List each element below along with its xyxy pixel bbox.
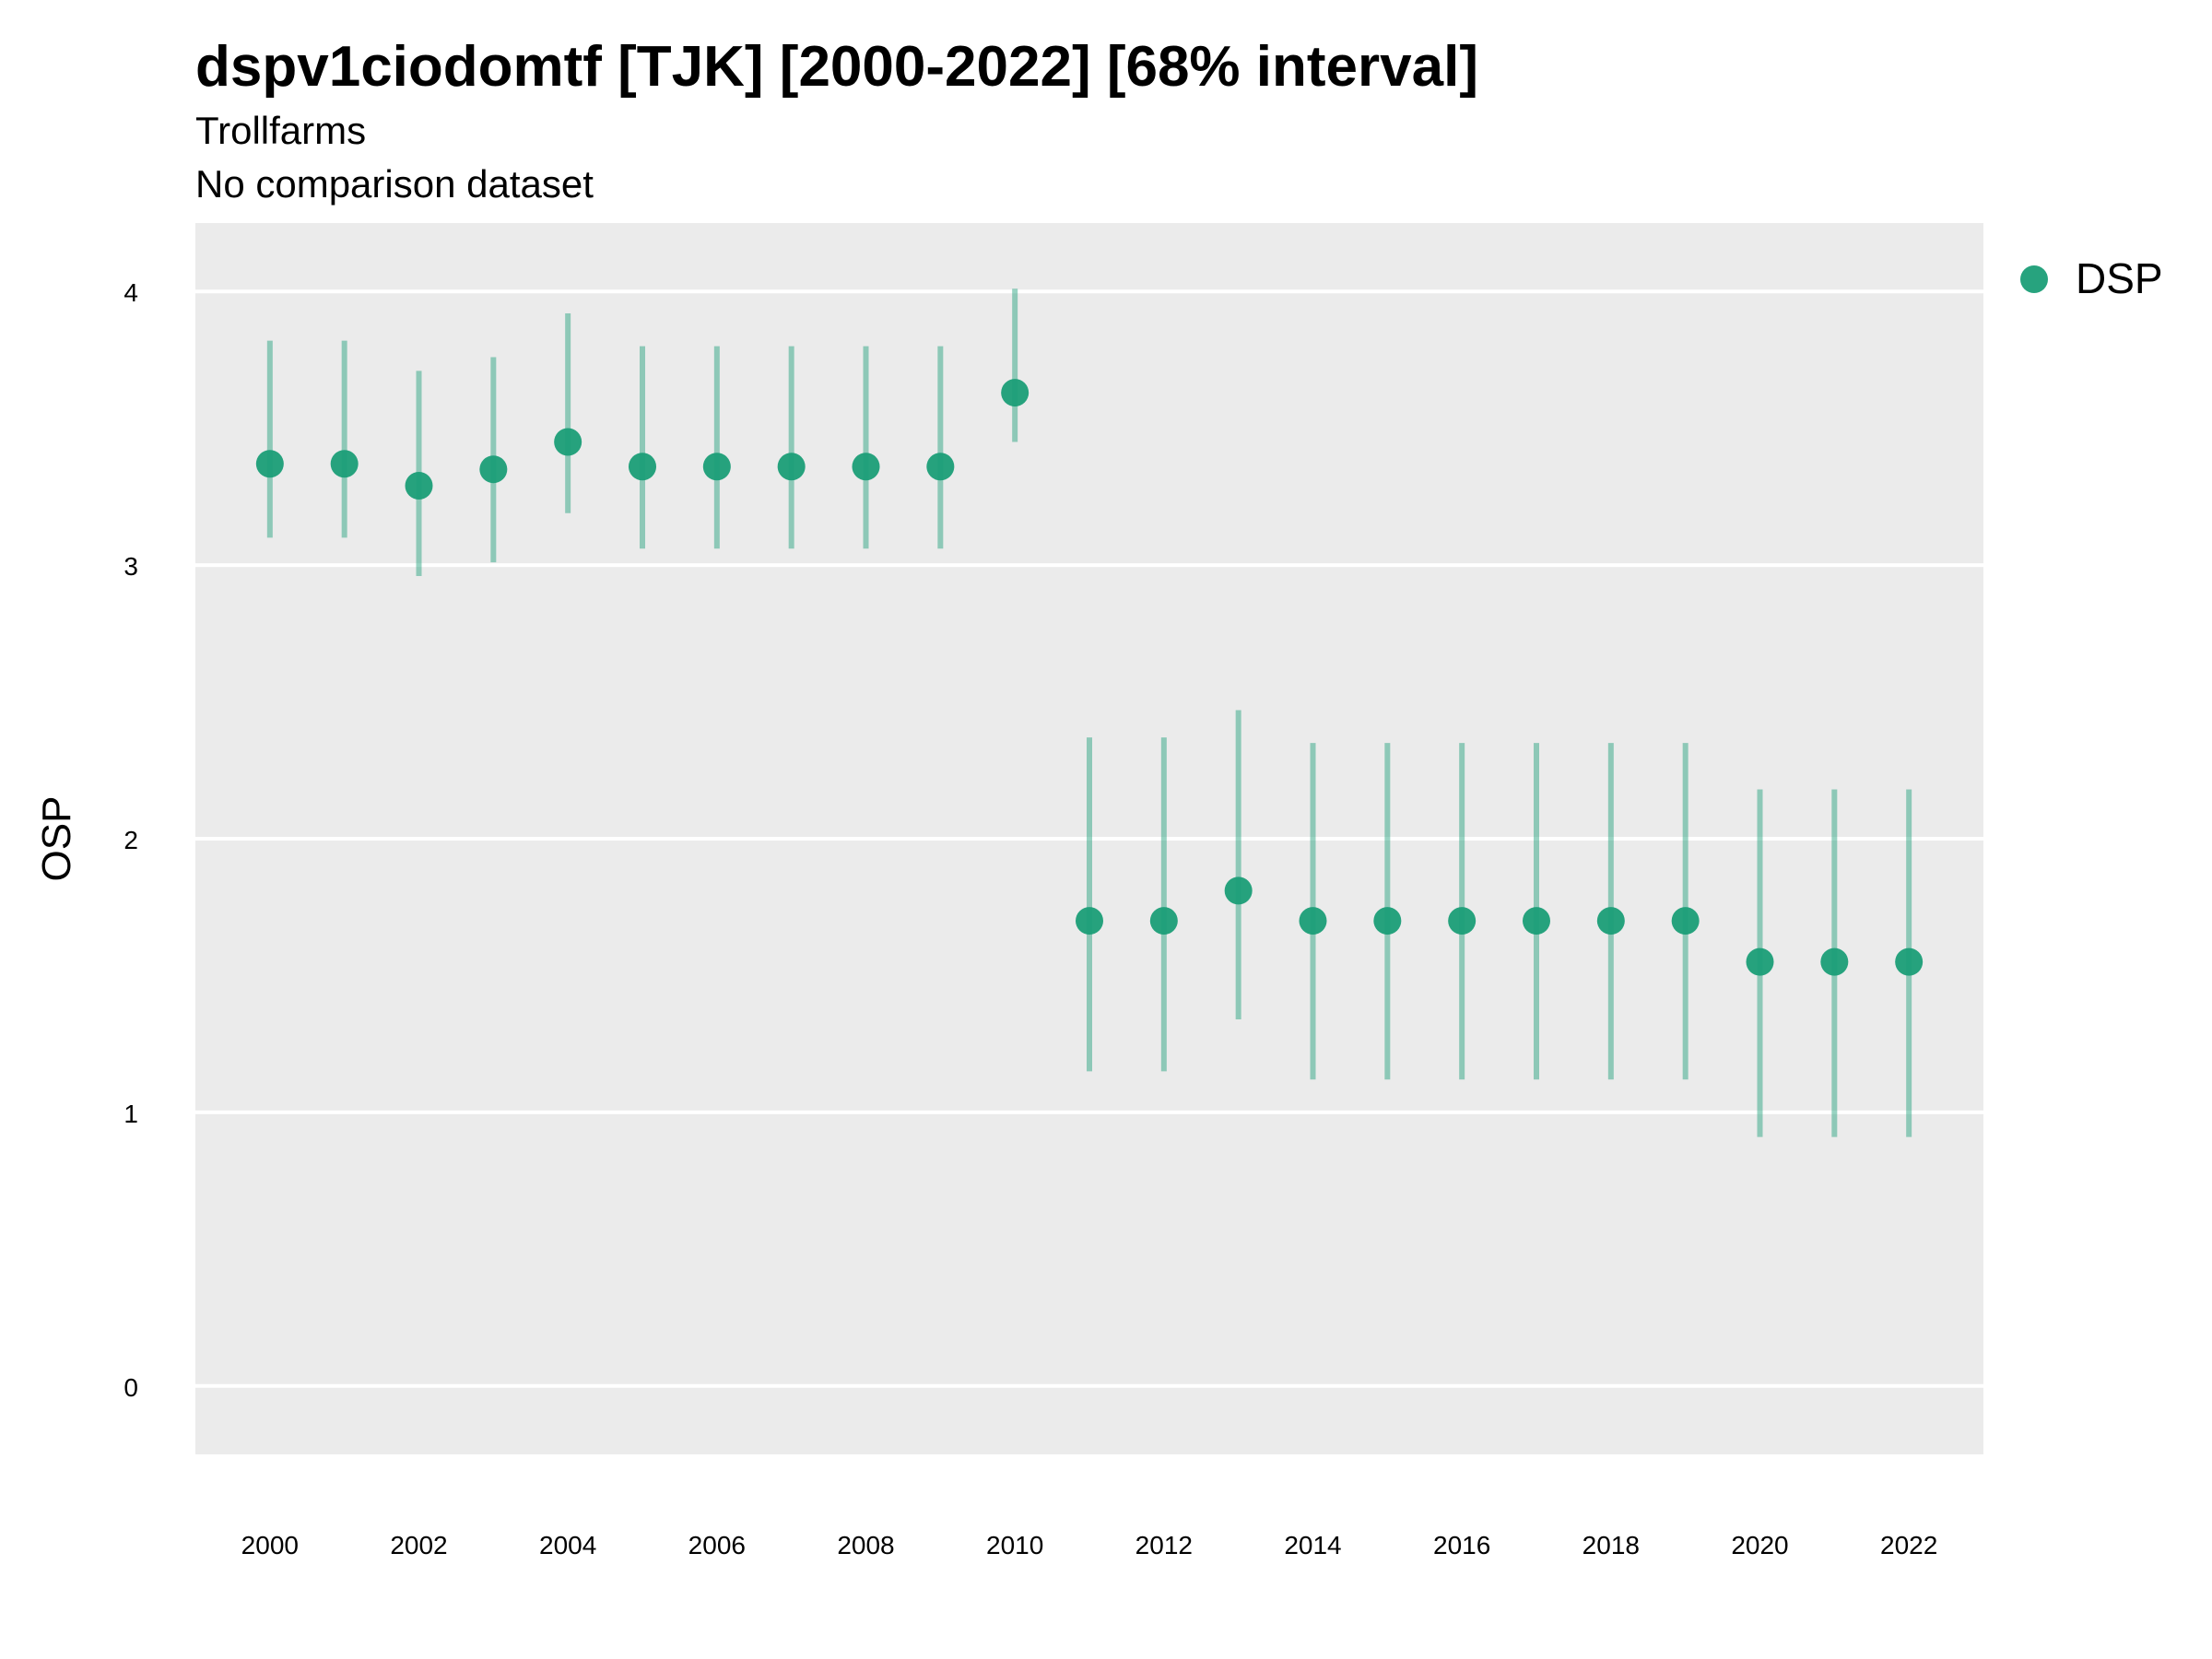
data-point-2016	[1448, 907, 1477, 935]
x-tick-labels: 2000 2002 2004 2006 2008 2010 2012 2014 2016 2018…	[241, 1531, 1938, 1559]
data-point-2003	[479, 455, 508, 484]
x-tick-label-2006: 2006	[688, 1531, 746, 1559]
legend: DSP	[2020, 254, 2163, 302]
x-tick-label-2008: 2008	[837, 1531, 894, 1559]
x-tick-label-2012: 2012	[1135, 1531, 1193, 1559]
x-tick-label-2010: 2010	[986, 1531, 1043, 1559]
data-point-2015	[1373, 907, 1402, 935]
data-point-2010	[1001, 379, 1030, 407]
data-point-2008	[852, 453, 880, 481]
y-tick-label-4: 4	[124, 278, 138, 307]
x-tick-label-2018: 2018	[1583, 1531, 1640, 1559]
legend-dot-dsp	[2020, 265, 2048, 293]
x-tick-label-2004: 2004	[539, 1531, 596, 1559]
chart-caption: No comparison dataset	[195, 162, 594, 206]
data-point-2002	[405, 472, 433, 500]
data-point-2011	[1076, 907, 1103, 935]
legend-label-dsp: DSP	[2076, 254, 2163, 302]
x-tick-label-2020: 2020	[1731, 1531, 1788, 1559]
y-tick-labels: 0 1 2 3 4	[124, 278, 138, 1402]
chart-subtitle: Trollfarms	[195, 109, 367, 152]
y-tick-label-1: 1	[124, 1100, 138, 1128]
error-bars	[266, 288, 1912, 1137]
data-point-2012	[1149, 907, 1178, 935]
chart-title: dspv1ciodomtf [TJK] [2000-2022] [68% int…	[195, 35, 1478, 99]
data-point-2019	[1671, 907, 1700, 935]
data-point-2020	[1746, 947, 1774, 976]
y-tick-label-0: 0	[124, 1373, 138, 1402]
x-tick-label-2000: 2000	[241, 1531, 299, 1559]
data-point-2018	[1596, 907, 1625, 935]
y-axis-label: OSP	[34, 796, 79, 882]
data-point-2007	[777, 453, 806, 481]
data-point-2001	[330, 450, 359, 478]
data-point-2013	[1224, 877, 1253, 905]
data-point-2004	[554, 428, 582, 456]
x-tick-label-2014: 2014	[1284, 1531, 1341, 1559]
y-tick-label-3: 3	[124, 552, 138, 581]
data-point-2014	[1299, 907, 1327, 935]
data-points	[255, 379, 1924, 976]
data-point-2000	[255, 450, 284, 478]
gridlines	[195, 289, 1983, 1388]
data-point-2006	[702, 453, 731, 481]
x-tick-label-2002: 2002	[390, 1531, 447, 1559]
data-point-2017	[1523, 907, 1550, 935]
y-tick-label-2: 2	[124, 826, 138, 854]
data-point-2021	[1820, 947, 1849, 976]
data-point-2022	[1895, 947, 1924, 976]
x-tick-label-2016: 2016	[1433, 1531, 1490, 1559]
data-point-2005	[629, 453, 656, 481]
x-tick-label-2022: 2022	[1880, 1531, 1937, 1559]
data-point-2009	[926, 453, 955, 481]
